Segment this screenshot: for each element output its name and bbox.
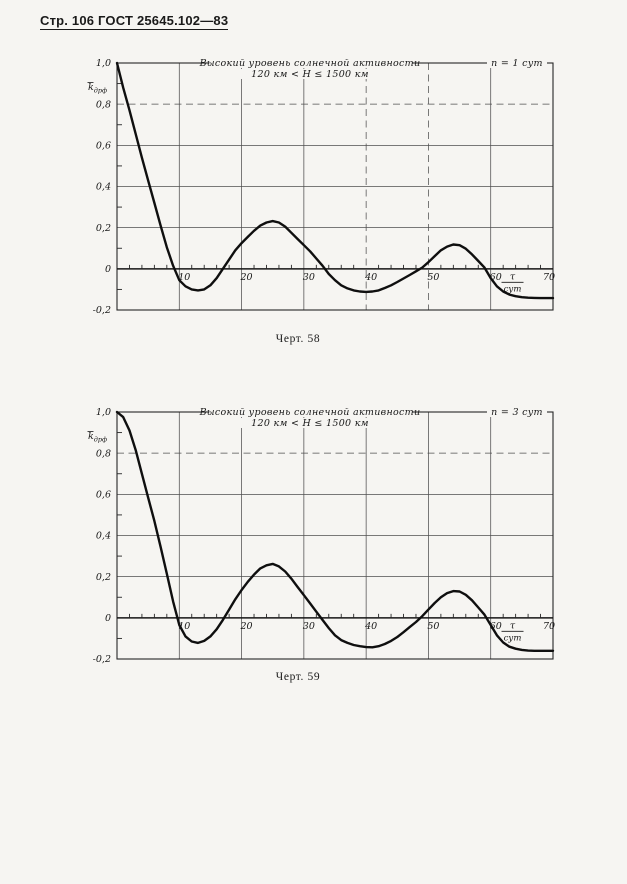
svg-text:70: 70 bbox=[543, 272, 555, 283]
svg-text:0: 0 bbox=[105, 264, 111, 275]
svg-text:-0,2: -0,2 bbox=[93, 654, 111, 665]
chart-figure-59: 1,0 0,8 0,6 0,4 0,2 0 -0,2 10 20 30 40 50 60 70 Высоки… bbox=[87, 407, 555, 665]
svg-text:20: 20 bbox=[240, 272, 253, 283]
chart-figure-58: 1,0 0,8 0,6 0,4 0,2 0 -0,2 10 20 30 40 50 60 70 Высоки… bbox=[87, 58, 555, 316]
figure-caption-59: Черт. 59 bbox=[275, 671, 321, 683]
svg-text:0: 0 bbox=[105, 613, 111, 624]
svg-text:kдрф: kдрф bbox=[88, 431, 107, 444]
svg-text:0,6: 0,6 bbox=[96, 141, 111, 152]
svg-text:0,4: 0,4 bbox=[96, 531, 111, 542]
svg-text:60: 60 bbox=[490, 272, 502, 283]
svg-text:0,8: 0,8 bbox=[96, 99, 111, 110]
svg-text:0,6: 0,6 bbox=[96, 490, 111, 501]
svg-text:60: 60 bbox=[490, 621, 502, 632]
svg-text:τ: τ bbox=[510, 271, 516, 282]
svg-text:70: 70 bbox=[543, 621, 555, 632]
svg-text:120 км < H ≤ 1500 км: 120 км < H ≤ 1500 км bbox=[251, 418, 369, 429]
svg-text:20: 20 bbox=[240, 621, 253, 632]
svg-text:τ: τ bbox=[510, 620, 516, 631]
svg-text:40: 40 bbox=[364, 272, 377, 283]
svg-text:0,2: 0,2 bbox=[96, 223, 111, 234]
svg-text:Высокий уровень солнечной акти: Высокий уровень солнечной активности bbox=[199, 58, 421, 69]
svg-text:0,4: 0,4 bbox=[96, 182, 111, 193]
page-header: Стр. 106 ГОСТ 25645.102—83 bbox=[40, 13, 229, 30]
figure-caption-58: Черт. 58 bbox=[275, 333, 321, 345]
svg-text:n = 1 сут: n = 1 сут bbox=[491, 58, 543, 69]
svg-text:40: 40 bbox=[364, 621, 377, 632]
svg-text:kдрф: kдрф bbox=[88, 82, 107, 95]
svg-text:сут: сут bbox=[504, 633, 522, 643]
svg-text:50: 50 bbox=[427, 621, 439, 632]
svg-text:50: 50 bbox=[427, 272, 439, 283]
svg-text:сут: сут bbox=[504, 284, 522, 294]
svg-text:1,0: 1,0 bbox=[96, 407, 111, 418]
svg-text:120 км < H ≤ 1500 км: 120 км < H ≤ 1500 км bbox=[251, 69, 369, 80]
svg-text:0,8: 0,8 bbox=[96, 448, 111, 459]
svg-text:10: 10 bbox=[178, 621, 190, 632]
svg-text:0,2: 0,2 bbox=[96, 572, 111, 583]
svg-text:30: 30 bbox=[303, 272, 315, 283]
svg-text:10: 10 bbox=[178, 272, 190, 283]
svg-text:-0,2: -0,2 bbox=[93, 305, 111, 316]
svg-text:1,0: 1,0 bbox=[96, 58, 111, 69]
svg-text:n = 3 сут: n = 3 сут bbox=[491, 407, 543, 418]
svg-text:Высокий уровень солнечной акти: Высокий уровень солнечной активности bbox=[199, 407, 421, 418]
svg-text:30: 30 bbox=[303, 621, 315, 632]
